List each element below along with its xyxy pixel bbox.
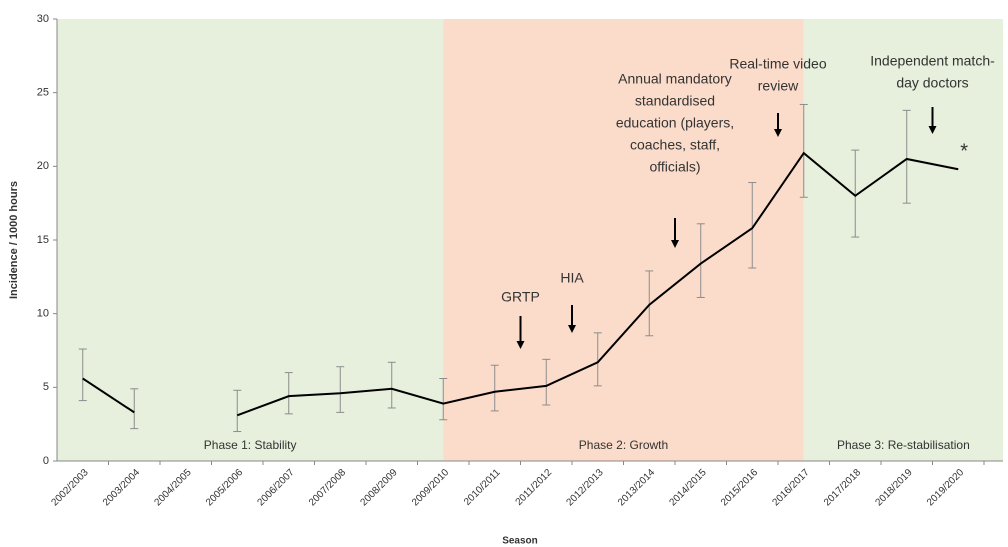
phase-region [443,19,804,461]
error-bar [284,372,293,415]
y-tick-label: 15 [37,234,49,246]
arrow-head [928,126,937,134]
y-tick-label: 20 [37,160,49,172]
data-line [82,151,959,417]
error-bar [78,348,87,402]
x-axis-label: Season [502,536,538,547]
annotation-text: standardised [635,93,715,109]
error-bar [130,388,139,430]
annotation-text: Annual mandatory [618,71,732,87]
arrow-head [568,325,576,333]
y-tick-label: 30 [37,13,49,25]
annotation-text: officials) [649,159,700,175]
x-tick-label: 2012/2013 [565,467,607,509]
x-tick-label: 2011/2012 [514,467,555,508]
arrow-head [671,240,679,248]
x-tick-label: 2003/2004 [101,467,143,509]
x-tick-label: 2006/2007 [256,467,298,509]
marker-note: * [960,140,968,162]
y-tick-label: 0 [43,455,49,467]
annotation-text: day doctors [896,75,968,91]
annotation-text: Independent match- [870,53,995,69]
arrow-head [774,129,782,137]
x-tick-label: 2009/2010 [410,467,452,509]
y-tick-label: 25 [37,87,49,99]
x-tick-label: 2005/2006 [204,467,246,509]
error-bar [387,361,396,409]
annotation-text: review [758,78,799,94]
x-tick-label: 2016/2017 [771,467,813,509]
error-bar [490,364,499,412]
x-tick-label: 2002/2003 [50,467,92,509]
x-tick-label: 2014/2015 [668,467,710,509]
x-tick-label: 2018/2019 [874,467,916,509]
error-bar [233,389,242,433]
error-bar [902,109,911,204]
annotation-text: coaches, staff, [630,137,720,153]
error-bar [439,377,448,421]
phase-region [57,19,444,461]
x-tick-label: 2019/2020 [925,467,967,509]
phase-label: Phase 2: Growth [579,438,668,452]
x-tick-label: 2008/2009 [359,467,401,509]
y-axis-label: Incidence / 1000 hours [8,181,20,299]
error-bar [799,103,808,198]
annotation-text: education (players, [616,115,734,131]
x-tick-label: 2010/2011 [462,467,503,508]
phase-label: Phase 3: Re-stabilisation [837,438,970,452]
error-bar [696,223,705,298]
error-bar [593,332,602,387]
error-bar [851,149,860,238]
x-tick-label: 2015/2016 [719,467,761,509]
annotation-text: GRTP [501,289,540,305]
phase-label: Phase 1: Stability [204,438,297,452]
phase-region [803,19,1003,461]
x-tick-label: 2007/2008 [307,467,349,509]
arrow-head [516,341,525,349]
x-tick-label: 2004/2005 [153,467,195,509]
x-tick-label: 2017/2018 [822,467,864,509]
error-bar [336,366,345,413]
annotation-text: HIA [560,270,584,286]
error-bar [748,182,757,269]
annotation-text: Real-time video [729,56,826,72]
error-bar [645,270,654,337]
error-bar [542,358,551,406]
x-tick-label: 2013/2014 [616,467,658,509]
y-tick-label: 10 [37,308,49,320]
y-tick-label: 5 [43,381,49,393]
